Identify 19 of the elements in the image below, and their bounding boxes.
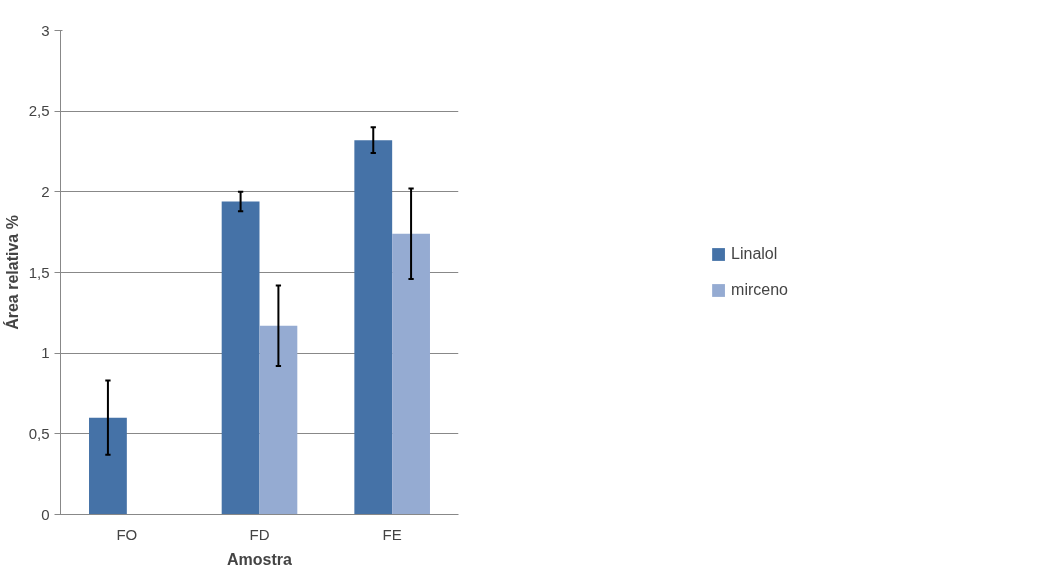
bar	[354, 140, 393, 515]
bar	[89, 417, 127, 515]
y-tick-label: 2,5	[28, 102, 50, 120]
x-axis-title: Amostra	[227, 550, 293, 568]
x-tick-label: FD	[249, 525, 270, 543]
y-axis-title: Área relativa %	[2, 215, 21, 330]
y-tick-label: 2	[41, 182, 50, 200]
bar	[259, 325, 298, 515]
legend-label: mirceno	[731, 281, 788, 299]
bar	[221, 201, 260, 515]
y-tick-label: 0	[41, 505, 50, 523]
y-tick-label: 1	[41, 344, 50, 362]
y-tick-label: 1,5	[28, 263, 50, 281]
y-tick-label: 0,5	[28, 424, 50, 442]
x-tick-label: FO	[116, 525, 138, 543]
bar	[392, 233, 430, 515]
y-tick-label: 3	[41, 21, 50, 39]
x-tick-label: FE	[382, 525, 402, 543]
legend-label: Linalol	[731, 245, 778, 263]
